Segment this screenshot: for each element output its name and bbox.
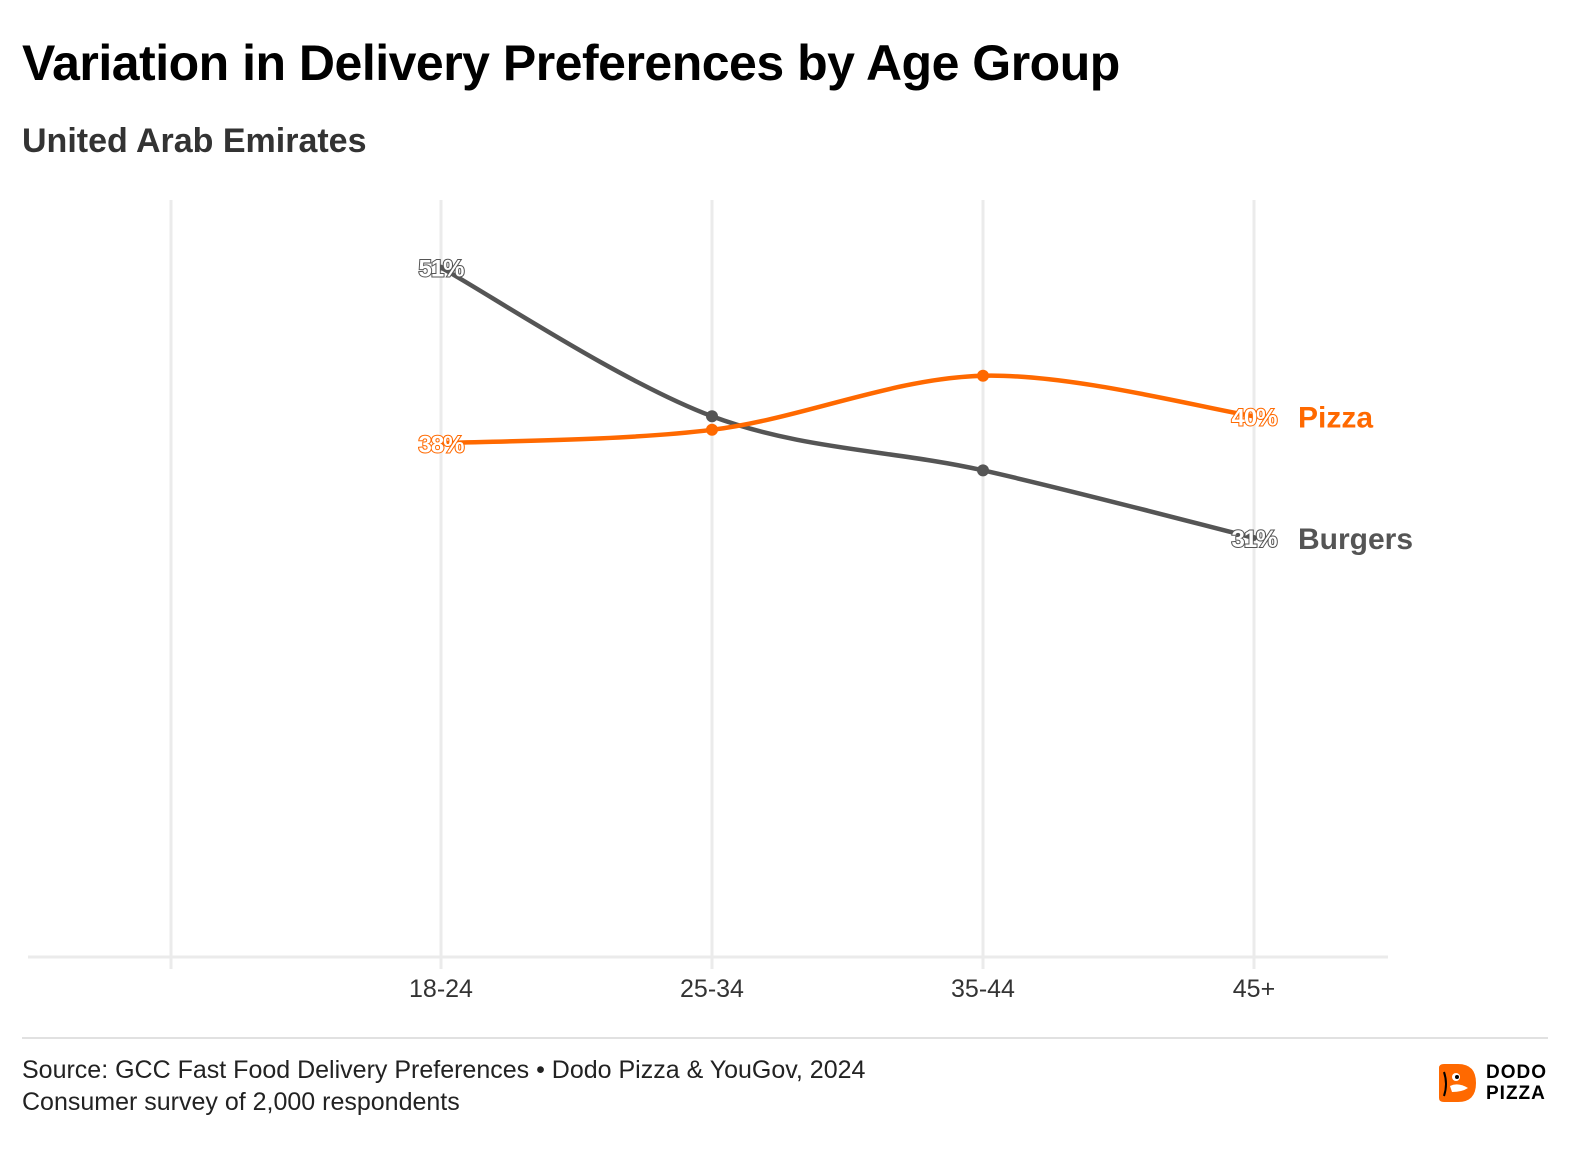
source-note: Source: GCC Fast Food Delivery Preferenc…	[22, 1054, 865, 1118]
burgers-point-35-44	[977, 464, 989, 477]
pizza-point-18-24	[438, 440, 444, 447]
grid-layer	[28, 200, 1388, 969]
burgers-data-label-18-24: 51%	[418, 256, 464, 283]
x-tick-label-45+: 45+	[1233, 975, 1275, 1003]
burgers-line	[438, 265, 1257, 541]
series-lines	[438, 265, 1257, 541]
burgers-point-45+	[1251, 534, 1257, 541]
logo-wordmark: DODO PIZZA	[1486, 1062, 1547, 1104]
pizza-data-label-45+: 40%	[1231, 404, 1277, 431]
x-tick-label-18-24: 18-24	[409, 975, 473, 1003]
logo-word-pizza: PIZZA	[1486, 1083, 1546, 1104]
pizza-point-45+	[1251, 413, 1257, 420]
line-chart: 51% 31% Burgers 38% 40% Pizza 18-24 25-34 35-44…	[28, 200, 1413, 1003]
burgers-series-name: Burgers	[1298, 523, 1413, 556]
x-tick-label-25-34: 25-34	[680, 975, 744, 1003]
burgers-point-25-34	[706, 410, 718, 423]
pizza-line	[438, 373, 1257, 446]
pizza-point-35-44	[977, 369, 989, 382]
chart-subtitle: United Arab Emirates	[22, 122, 367, 160]
dodo-bird-icon	[1439, 1064, 1476, 1102]
x-axis-ticks: 18-24 25-34 35-44 45+	[409, 975, 1275, 1003]
footer-divider	[22, 1037, 1548, 1039]
chart-title: Variation in Delivery Preferences by Age…	[22, 35, 1120, 91]
x-tick-label-35-44: 35-44	[951, 975, 1015, 1003]
burgers-point-18-24	[438, 264, 444, 271]
pizza-series-name: Pizza	[1298, 401, 1373, 434]
logo-word-dodo: DODO	[1486, 1062, 1547, 1083]
data-labels: 51% 31% Burgers 38% 40% Pizza	[417, 255, 1413, 556]
burgers-data-label-45+: 31%	[1231, 526, 1277, 553]
source-line-1: Source: GCC Fast Food Delivery Preferenc…	[22, 1056, 866, 1084]
series-points	[438, 264, 1257, 541]
pizza-data-label-18-24: 38%	[418, 431, 464, 458]
dodo-pizza-logo: DODO PIZZA	[1436, 1060, 1556, 1106]
pizza-point-25-34	[706, 423, 718, 436]
source-line-2: Consumer survey of 2,000 respondents	[22, 1088, 460, 1116]
